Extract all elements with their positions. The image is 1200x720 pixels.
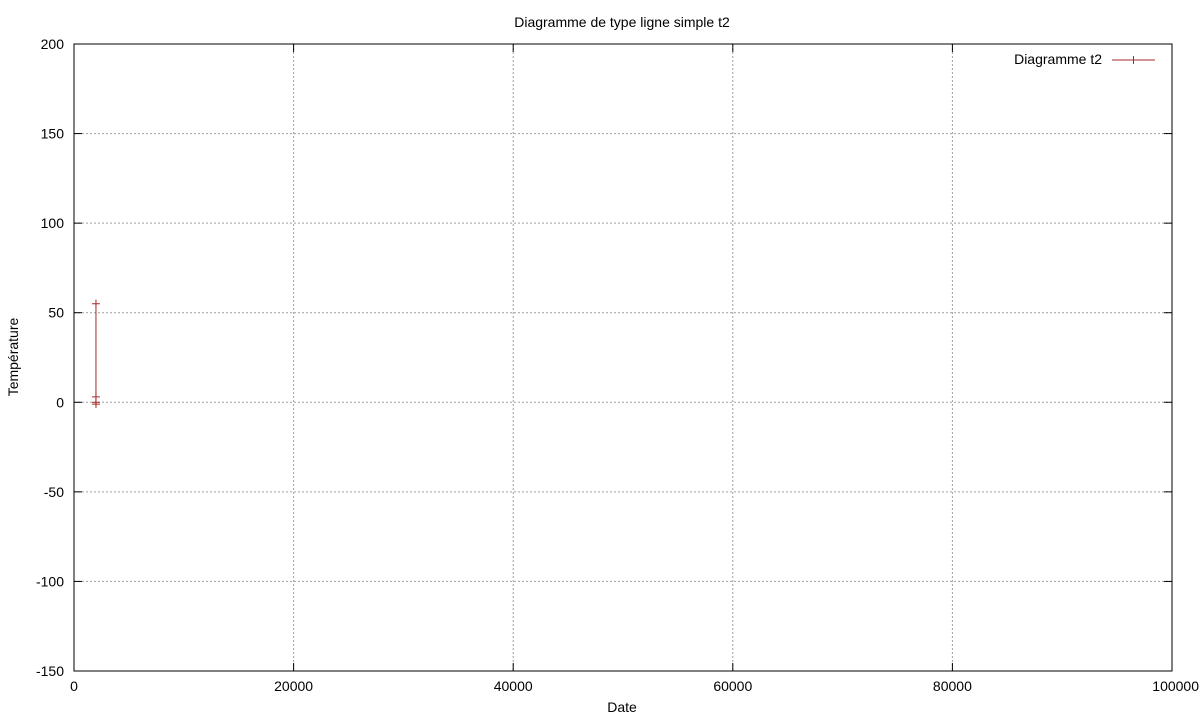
plot-frame <box>73 43 1173 672</box>
chart-title: Diagramme de type ligne simple t2 <box>514 14 730 30</box>
data-point <box>91 400 100 409</box>
legend-marker <box>1129 56 1138 64</box>
y-tick-label: -50 <box>44 484 64 500</box>
x-tick-label: 40000 <box>494 678 533 694</box>
x-tick-label: 60000 <box>713 678 752 694</box>
y-tick-label: 0 <box>56 394 64 410</box>
legend-label: Diagramme t2 <box>1014 51 1102 67</box>
y-tick-label: 200 <box>41 36 65 52</box>
legend: Diagramme t2 <box>1014 51 1155 67</box>
x-axis-label: Date <box>607 699 637 715</box>
x-tick-label: 100000 <box>1152 678 1199 694</box>
y-tick-label: 50 <box>48 305 64 321</box>
y-tick-label: -100 <box>36 573 64 589</box>
y-tick-label: 100 <box>41 215 65 231</box>
y-tick-label: -150 <box>36 663 64 679</box>
grid-lines <box>74 44 1172 671</box>
x-tick-label: 0 <box>70 678 78 694</box>
y-tick-label: 150 <box>41 126 65 142</box>
data-point <box>91 299 100 308</box>
series-layer <box>91 299 100 409</box>
y-axis-label: Température <box>5 317 21 396</box>
x-tick-label: 80000 <box>933 678 972 694</box>
x-tick-label: 20000 <box>274 678 313 694</box>
axis-ticks: -150 -100 -50 0 50 100 150 200 0 20000 40000 60000 8… <box>36 36 1199 694</box>
